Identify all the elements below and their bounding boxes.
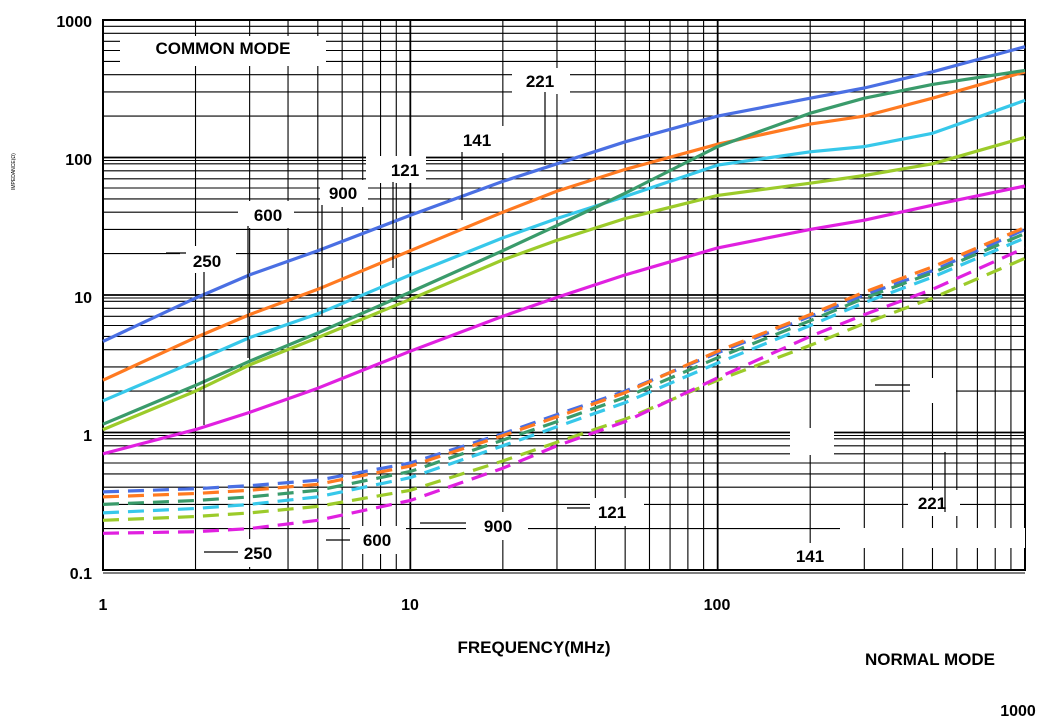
series-line-141-normal — [102, 225, 1026, 499]
label-background — [238, 539, 278, 567]
x-tick-label: 10 — [401, 597, 419, 614]
series-label-600-normal: 600 — [363, 531, 391, 550]
y-tick-label: 100 — [65, 152, 92, 169]
series-label-250-normal: 250 — [244, 544, 272, 563]
y-axis-label: IMPEDANCE(Ω) — [11, 153, 17, 190]
series-line-900-common — [102, 68, 1026, 426]
common-mode-label: COMMON MODE — [155, 39, 290, 58]
x-tick-label: 1 — [99, 597, 108, 614]
label-background — [466, 512, 528, 540]
series-line-250-normal — [102, 246, 1026, 535]
x-tick-label: 1000 — [1000, 703, 1036, 720]
series-line-600-normal — [102, 256, 1026, 522]
y-tick-label: 10 — [74, 290, 92, 307]
series-line-250-common — [102, 184, 1026, 456]
normal-mode-label: NORMAL MODE — [865, 650, 995, 669]
series-label-250-common: 250 — [193, 252, 221, 271]
series-label-900-common: 900 — [329, 184, 357, 203]
series-line-121-normal — [102, 236, 1026, 515]
x-tick-label: 100 — [704, 597, 731, 614]
label-background — [908, 490, 960, 516]
label-background — [366, 156, 426, 183]
label-background — [450, 126, 506, 153]
series-line-141-common — [102, 70, 1026, 382]
series-label-221-common: 221 — [526, 72, 554, 91]
series-label-121-normal: 121 — [598, 503, 626, 522]
series-label-141-normal: 141 — [796, 547, 824, 566]
series-line-900-normal — [102, 232, 1026, 506]
series-label-141-common: 141 — [463, 131, 491, 150]
label-background — [840, 528, 1025, 548]
x-axis-label: FREQUENCY(MHz) — [458, 638, 611, 657]
label-background — [790, 543, 832, 569]
y-tick-label: 0.1 — [70, 566, 92, 583]
label-background — [512, 68, 570, 94]
plot-frame — [102, 19, 1026, 571]
label-background — [590, 498, 644, 526]
label-background — [238, 201, 294, 228]
label-backgrounds — [120, 36, 1025, 569]
y-tick-label: 1000 — [56, 14, 92, 31]
series-label-221-normal: 221 — [918, 494, 946, 513]
series-label-121-common: 121 — [391, 161, 419, 180]
label-background — [350, 526, 406, 554]
leader-lines — [166, 92, 946, 553]
series-line-121-common — [102, 98, 1026, 403]
series-line-600-common — [102, 135, 1026, 432]
y-tick-label: 1 — [83, 428, 92, 445]
series-label-900-normal: 900 — [484, 517, 512, 536]
label-background — [120, 36, 326, 66]
label-background — [910, 378, 956, 403]
series-line-221-common — [102, 45, 1026, 343]
series-line-221-normal — [102, 227, 1026, 494]
label-background — [320, 180, 368, 207]
label-background — [180, 246, 236, 273]
label-background — [790, 428, 834, 455]
series-lines — [102, 45, 1026, 535]
series-label-600-common: 600 — [254, 206, 282, 225]
